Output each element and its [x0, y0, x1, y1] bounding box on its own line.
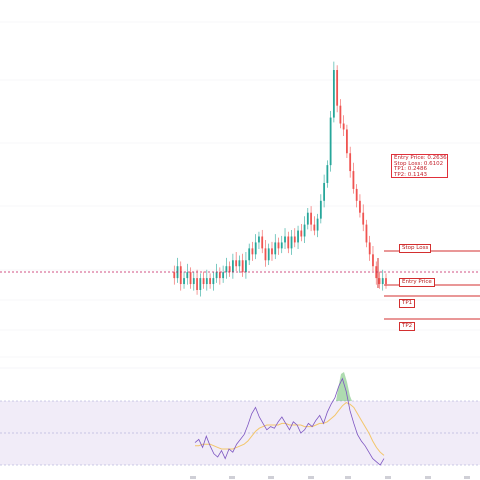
candle-body — [346, 129, 348, 154]
candle-body — [368, 242, 371, 255]
rsi-ma-line — [195, 402, 385, 456]
trade-info-box: Entry Price: 0.2636 Stop Loss: 0.6102 TP… — [391, 154, 448, 178]
x-tick-6 — [425, 476, 431, 479]
candle-body — [355, 188, 358, 201]
candle-body — [319, 200, 322, 219]
candle-body — [215, 272, 218, 279]
candle-body — [267, 248, 270, 261]
candle-body — [349, 153, 352, 172]
x-tick-5 — [385, 476, 391, 479]
candle-body — [300, 230, 303, 237]
candle-body — [209, 278, 211, 285]
candle-body — [284, 236, 286, 243]
candle-body — [310, 212, 312, 225]
rsi-line — [194, 377, 385, 466]
candle-body — [306, 212, 309, 225]
info-tp2: TP2: 0.1143 — [394, 171, 428, 178]
candle-body — [329, 117, 332, 166]
level-label-tp1-text: TP1 — [402, 300, 413, 306]
candle-body — [192, 278, 195, 285]
candle-body — [316, 218, 319, 231]
candle-body — [280, 242, 283, 249]
candle-body — [297, 230, 299, 243]
candle-body — [365, 224, 368, 243]
candle-body — [323, 182, 326, 201]
candle-body — [362, 212, 365, 225]
candle-body — [225, 266, 228, 273]
level-label-tp2-text: TP2 — [402, 323, 413, 329]
rsi-overbought-fill — [336, 372, 352, 401]
x-tick-3 — [308, 476, 314, 479]
candle-body — [248, 248, 251, 261]
candle-body — [189, 272, 192, 285]
level-label-tp2[interactable]: TP2 — [399, 322, 416, 331]
candle-body — [254, 242, 257, 255]
candle-body — [271, 248, 273, 255]
candle-body — [186, 272, 189, 279]
x-tick-2 — [268, 476, 274, 479]
candle-body — [173, 272, 176, 279]
candle-body — [326, 165, 329, 183]
candle-body — [287, 236, 290, 249]
level-label-stop-loss-text: Stop Loss — [402, 245, 429, 251]
candle-body — [251, 248, 254, 255]
candle-body — [277, 242, 280, 249]
candle-body — [352, 171, 355, 189]
candle-body — [196, 278, 198, 290]
info-stop-loss: Stop Loss: 0.6102 — [394, 160, 444, 167]
candle-body — [332, 70, 335, 118]
level-label-tp1[interactable]: TP1 — [399, 299, 416, 308]
price-grid — [0, 21, 480, 358]
candle-body — [222, 272, 225, 279]
candle-body — [381, 278, 384, 285]
rsi-panel — [0, 367, 480, 466]
candle-body — [202, 278, 205, 285]
candle-body — [313, 224, 316, 231]
x-tick-1 — [229, 476, 235, 479]
level-label-entry-price[interactable]: Entry Price — [399, 278, 435, 287]
x-tick-0 — [190, 476, 196, 479]
candle-body — [241, 260, 244, 273]
candle-body — [303, 224, 306, 237]
level-label-entry-price-text: Entry Price — [402, 279, 432, 285]
info-entry-price: Entry Price: 0.2636 — [394, 155, 447, 161]
candle-body — [339, 105, 342, 124]
candle-series[interactable] — [173, 61, 387, 297]
candle-body — [228, 266, 231, 273]
x-tick-4 — [345, 476, 351, 479]
rsi-lines — [194, 372, 385, 466]
candle-body — [342, 123, 345, 130]
candle-body — [261, 236, 264, 249]
candle-body — [238, 260, 241, 267]
candle-body — [290, 236, 293, 249]
candle-body — [385, 278, 387, 285]
candle-body — [199, 278, 202, 290]
candle-body — [245, 260, 247, 273]
candle-body — [205, 278, 208, 285]
candle-body — [372, 254, 374, 267]
candle-body — [264, 248, 267, 261]
level-label-stop-loss[interactable]: Stop Loss — [399, 244, 432, 253]
x-tick-7 — [464, 476, 470, 479]
candle-body — [378, 278, 381, 285]
candle-body — [235, 260, 238, 267]
candle-body — [293, 236, 296, 243]
candle-body — [274, 242, 277, 255]
candle-body — [231, 260, 234, 273]
candle-body — [218, 272, 221, 279]
candle-body — [359, 200, 361, 213]
candle-body — [258, 236, 260, 243]
candle-body — [179, 266, 182, 285]
candle-body — [212, 278, 215, 285]
info-tp1: TP1: 0.2486 — [394, 166, 428, 173]
candle-body — [183, 278, 185, 285]
x-axis-ticks — [190, 476, 470, 479]
candle-body — [336, 70, 339, 106]
